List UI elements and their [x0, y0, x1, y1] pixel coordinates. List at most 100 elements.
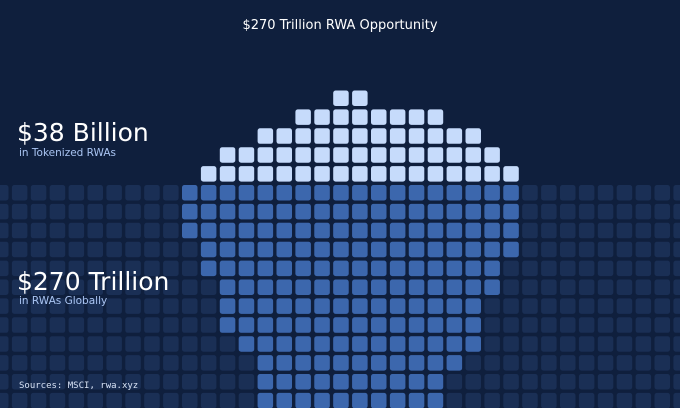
- grid-cell: [200, 279, 217, 295]
- grid-cell: [182, 260, 198, 277]
- global-cell: [276, 317, 292, 333]
- global-cell: [484, 185, 500, 201]
- grid-cell: [49, 392, 66, 408]
- grid-cell: [87, 355, 103, 371]
- grid-cell: [49, 317, 66, 333]
- grid-cell: [49, 298, 66, 314]
- grid: [0, 90, 680, 408]
- global-cell: [408, 203, 425, 220]
- grid-cell: [503, 355, 519, 371]
- grid-cell: [68, 336, 85, 352]
- grid-cell: [465, 392, 481, 408]
- grid-cell: [541, 203, 557, 220]
- grid-cell: [0, 241, 9, 258]
- grid-cell: [87, 279, 103, 295]
- global-cell: [408, 392, 425, 408]
- grid-cell: [522, 392, 538, 408]
- global-cell: [333, 241, 349, 258]
- grid-cell: [106, 298, 122, 314]
- global-cell: [219, 298, 236, 314]
- grid-cell: [144, 392, 160, 408]
- global-cell: [389, 317, 406, 333]
- global-cell: [389, 336, 406, 352]
- tokenized-cell: [389, 147, 406, 163]
- source: Sources: MSCI, rwa.xyz: [19, 381, 138, 391]
- grid-cell: [87, 260, 103, 277]
- global-cell: [333, 298, 349, 314]
- global-cell: [408, 336, 425, 352]
- grid-cell: [597, 392, 614, 408]
- tokenized-cell: [408, 109, 425, 125]
- global-cell: [257, 222, 274, 239]
- global-cell: [295, 222, 311, 239]
- grid-cell: [182, 336, 198, 352]
- grid-cell: [541, 317, 557, 333]
- grid-cell: [673, 392, 680, 408]
- global-cell: [446, 317, 463, 333]
- grid-cell: [654, 185, 670, 201]
- global-cell: [257, 260, 274, 277]
- tokenized-cell: [484, 147, 500, 163]
- grid-cell: [11, 260, 28, 277]
- global-cell: [314, 203, 330, 220]
- title: $270 Trillion RWA Opportunity: [242, 18, 437, 33]
- grid-cell: [125, 222, 141, 239]
- global-cell: [182, 185, 198, 201]
- global-cell: [314, 374, 330, 390]
- grid-cell: [144, 185, 160, 201]
- grid-cell: [30, 260, 47, 277]
- grid-cell: [49, 241, 66, 258]
- global-cell: [408, 298, 425, 314]
- tokenized-cell: [427, 128, 444, 144]
- grid-cell: [49, 336, 66, 352]
- grid-cell: [578, 203, 595, 220]
- global-cell: [295, 374, 311, 390]
- grid-cell: [503, 260, 519, 277]
- tokenized-cell: [371, 166, 387, 182]
- tokenized-cell: [408, 128, 425, 144]
- grid-cell: [503, 374, 519, 390]
- tokenized-cell: [446, 166, 463, 182]
- global-cell: [314, 279, 330, 295]
- grid-cell: [125, 317, 141, 333]
- grid-cell: [144, 279, 160, 295]
- tokenized-cell: [276, 128, 292, 144]
- global-cell: [295, 203, 311, 220]
- grid-cell: [68, 298, 85, 314]
- grid-cell: [578, 260, 595, 277]
- global-cell: [314, 392, 330, 408]
- grid-cell: [597, 203, 614, 220]
- grid-cell: [578, 279, 595, 295]
- grid-cell: [49, 374, 66, 390]
- grid-cell: [68, 374, 85, 390]
- global-cell: [257, 374, 274, 390]
- grid-cell: [68, 279, 85, 295]
- grid-cell: [144, 298, 160, 314]
- grid-cell: [522, 203, 538, 220]
- tokenized-cell: [408, 147, 425, 163]
- global-cell: [257, 336, 274, 352]
- global-cell: [446, 336, 463, 352]
- global-cell: [389, 355, 406, 371]
- grid-cell: [578, 298, 595, 314]
- grid-cell: [30, 203, 47, 220]
- grid-cell: [616, 298, 633, 314]
- grid-cell: [673, 203, 680, 220]
- global-cell: [371, 336, 387, 352]
- global-cell: [352, 241, 368, 258]
- grid-cell: [11, 336, 28, 352]
- grid-cell: [560, 336, 576, 352]
- global-cell: [219, 203, 236, 220]
- global-cell: [484, 222, 500, 239]
- global-cell: [257, 392, 274, 408]
- grid-cell: [616, 241, 633, 258]
- grid-cell: [522, 336, 538, 352]
- grid-cell: [522, 222, 538, 239]
- grid-cell: [106, 279, 122, 295]
- global-cell: [276, 298, 292, 314]
- global-cell: [333, 260, 349, 277]
- global-cell: [295, 185, 311, 201]
- tokenized-cell: [371, 128, 387, 144]
- global-cell: [465, 260, 481, 277]
- tokenized-cell: [389, 166, 406, 182]
